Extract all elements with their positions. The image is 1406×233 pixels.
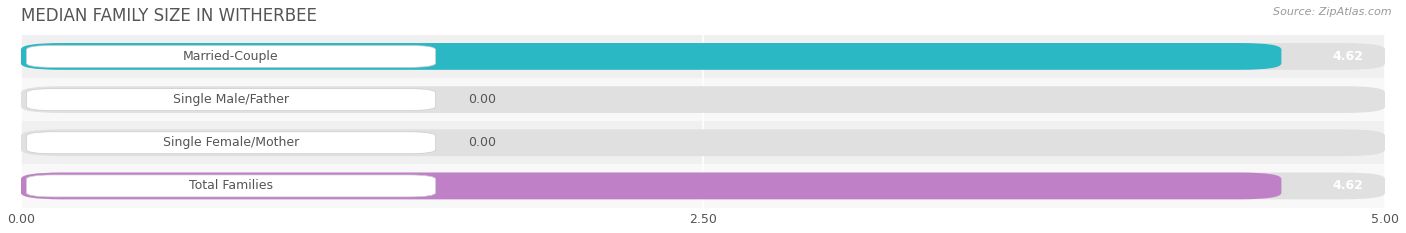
- FancyBboxPatch shape: [21, 172, 1385, 199]
- Text: 4.62: 4.62: [1333, 50, 1364, 63]
- FancyBboxPatch shape: [21, 86, 1385, 113]
- FancyBboxPatch shape: [27, 89, 436, 110]
- Text: 4.62: 4.62: [1333, 179, 1364, 192]
- Text: Source: ZipAtlas.com: Source: ZipAtlas.com: [1274, 7, 1392, 17]
- FancyBboxPatch shape: [27, 45, 436, 67]
- FancyBboxPatch shape: [21, 172, 1281, 199]
- Bar: [21, 78, 1385, 121]
- Text: Married-Couple: Married-Couple: [183, 50, 278, 63]
- Text: Single Male/Father: Single Male/Father: [173, 93, 290, 106]
- FancyBboxPatch shape: [21, 43, 1385, 70]
- FancyBboxPatch shape: [21, 129, 1385, 156]
- Bar: [21, 164, 1385, 208]
- Bar: [21, 35, 1385, 78]
- FancyBboxPatch shape: [27, 175, 436, 197]
- Text: Total Families: Total Families: [188, 179, 273, 192]
- Text: MEDIAN FAMILY SIZE IN WITHERBEE: MEDIAN FAMILY SIZE IN WITHERBEE: [21, 7, 316, 25]
- Bar: [21, 121, 1385, 164]
- Text: 0.00: 0.00: [468, 136, 496, 149]
- Text: 0.00: 0.00: [468, 93, 496, 106]
- FancyBboxPatch shape: [21, 43, 1281, 70]
- FancyBboxPatch shape: [27, 132, 436, 154]
- Text: Single Female/Mother: Single Female/Mother: [163, 136, 299, 149]
